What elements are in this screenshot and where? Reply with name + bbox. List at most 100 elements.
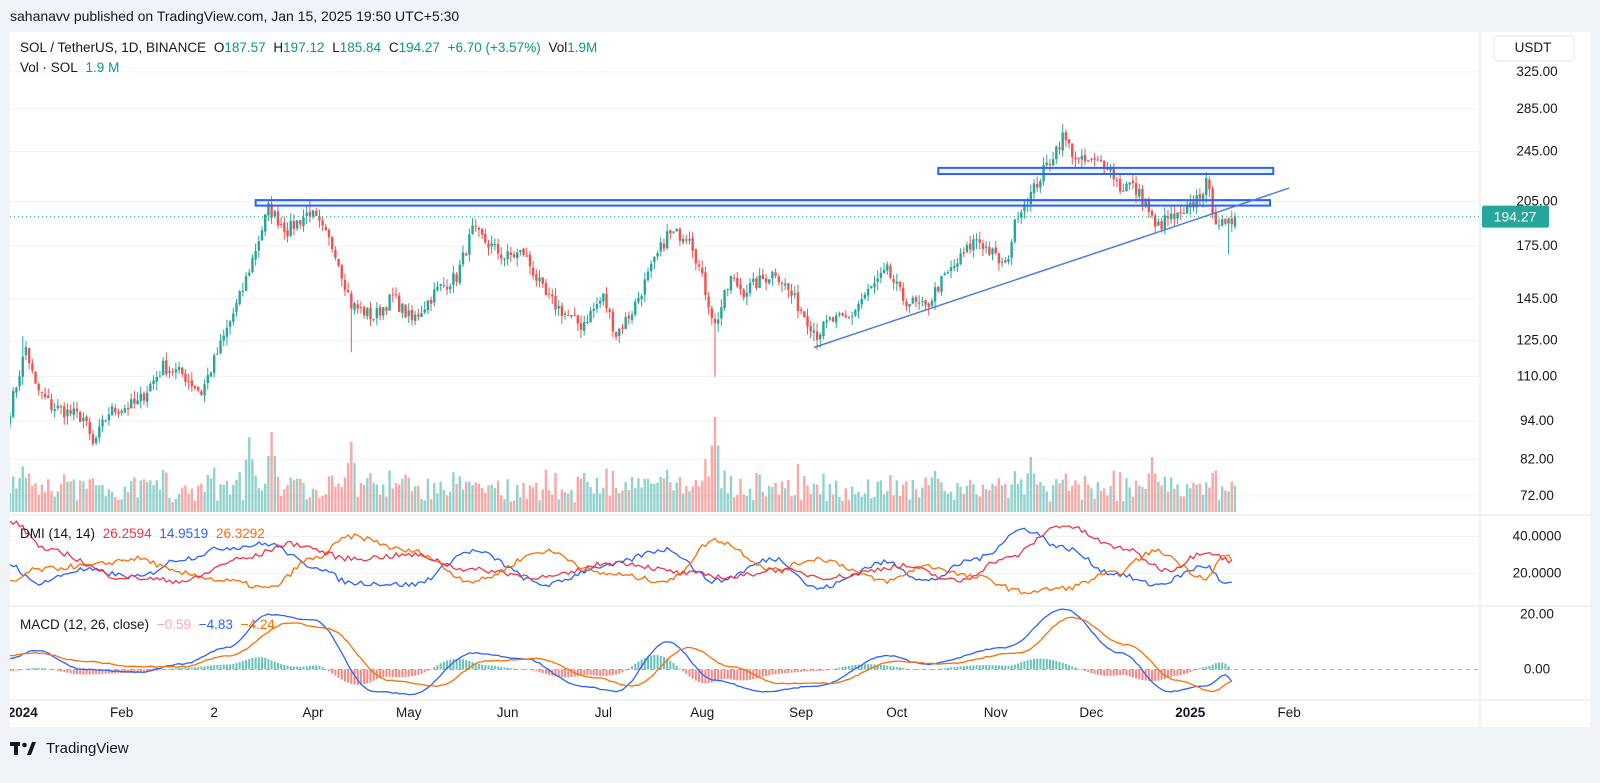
candle-body [914,297,918,302]
volume-bar [18,477,21,512]
macd-hist-bar [1093,669,1096,675]
candle-body [799,309,803,312]
candle-body [1163,215,1166,231]
candle-body [994,247,997,254]
volume-bar [1131,496,1135,512]
macd-hist-bar [1179,669,1182,676]
macd-hist-bar [53,669,56,671]
volume-bar [898,495,902,512]
currency-label[interactable]: USDT [1515,40,1552,55]
volume-bar [433,482,436,512]
macd-hist-bar [637,661,640,670]
volume-bar [445,495,449,512]
volume-bar [656,482,659,512]
volume-bar [279,495,283,512]
candle-body [736,277,739,287]
macd-hist-bar [63,669,66,673]
macd-hist-bar [10,669,11,672]
volume-bar [1039,482,1042,512]
volume-bar [299,478,302,512]
candle-body [516,252,519,259]
tradingview-logo[interactable]: TradingView [10,738,129,758]
candle-body [563,313,567,316]
candle-body [82,417,85,422]
macd-hist-bar [1135,669,1138,679]
candle-body [85,416,88,422]
resistance-box[interactable] [937,166,1275,176]
resistance-box[interactable] [254,199,1272,207]
candle-body [21,356,24,377]
candle-body [1048,163,1052,165]
candle-body [1208,179,1211,190]
candle-body [133,398,136,404]
volume-bar [484,493,487,512]
macd-hist-bar [694,669,697,681]
candle-body [356,304,359,309]
volume-bar [410,491,414,512]
macd-hist-bar [509,668,512,670]
candle-body [879,272,883,278]
candle-body [1182,212,1186,214]
macd-hist-bar [516,668,519,670]
macd-hist-bar [1032,658,1035,670]
volume-bar [257,488,261,512]
volume-bar [968,479,972,512]
macd-hist-bar [796,669,799,673]
macd-hist-bar [602,669,605,677]
candle-body [37,384,40,391]
candles[interactable] [10,124,1237,446]
macd-hist-bar [213,665,216,670]
volume-bar [1221,486,1224,512]
support-trendline[interactable] [813,187,1290,349]
candle-body [790,290,793,296]
volume-bar [1112,470,1115,512]
macd-hist-bar [720,669,723,680]
currency-button[interactable] [1493,35,1575,62]
macd-hist-bar [1087,669,1090,673]
volume-bar [605,468,608,512]
candle-body [618,328,621,336]
candle-body [1160,221,1163,230]
candle-body [11,390,15,417]
candle-body [806,316,809,327]
candle-body [579,323,583,330]
candle-body [318,216,321,221]
open-label: O [213,40,225,55]
candle-body [930,300,934,306]
volume-bar [110,491,114,512]
tradingview-brand: TradingView [46,739,129,757]
macd-hist-bar [190,667,193,670]
candle-body [780,283,784,285]
macd-hist-bar [905,668,908,670]
candle-body [1131,180,1135,184]
candle-body [822,321,825,337]
chart-canvas[interactable]: 325.00 285.00 245.00 205.00 175.00 145.00 125.… [10,32,1590,727]
volume-bar [449,491,452,512]
candle-body [1102,160,1106,169]
candle-body [685,239,688,241]
macd-hist-bar [200,666,203,670]
macd-hist-bar [216,664,219,670]
macd-hist-bar [88,669,91,675]
volume-bar [209,478,213,512]
macd-hist-bar [771,669,774,675]
price-tick-label: 205.00 [1516,193,1557,208]
volume-bar [675,482,678,512]
macd-hist-bar [1173,669,1176,677]
candle-body [337,258,340,266]
volume-bar [860,496,863,512]
volume-bar [493,488,497,512]
volume-bar [91,478,95,512]
volume-bar [1189,488,1192,512]
macd-hist-bar [758,669,761,678]
candle-body [225,327,229,337]
candle-body [720,307,723,319]
candle-body [1179,211,1182,214]
macd-hist-bar [832,669,835,670]
chart-frame[interactable]: 325.00 285.00 245.00 205.00 175.00 145.00 125.… [10,32,1590,727]
volume-bar [1211,472,1214,512]
macd-hist-bar [235,663,238,670]
macd-hist-bar [586,669,589,676]
volume-bar [1150,457,1154,512]
volume-bar [902,484,905,512]
